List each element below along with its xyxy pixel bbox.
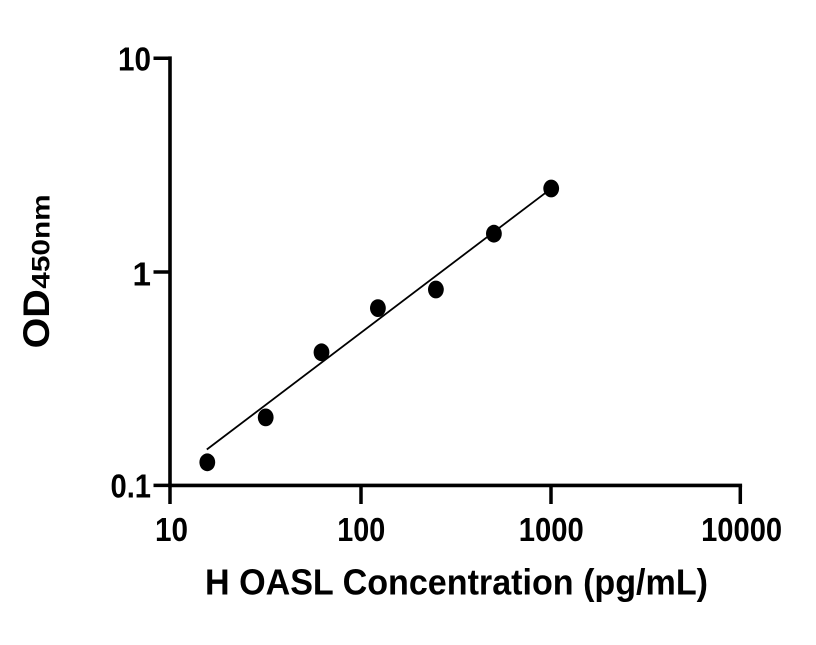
svg-text:450nm: 450nm <box>28 194 56 288</box>
svg-text:1: 1 <box>133 256 151 293</box>
svg-text:H OASL Concentration (pg/mL): H OASL Concentration (pg/mL) <box>205 562 708 603</box>
svg-text:OD: OD <box>16 289 57 348</box>
svg-text:0.1: 0.1 <box>111 469 152 506</box>
svg-text:100: 100 <box>337 512 385 549</box>
svg-text:10: 10 <box>155 512 188 549</box>
svg-text:10000: 10000 <box>701 512 782 549</box>
svg-text:10: 10 <box>118 41 151 78</box>
svg-text:1000: 1000 <box>519 512 584 549</box>
